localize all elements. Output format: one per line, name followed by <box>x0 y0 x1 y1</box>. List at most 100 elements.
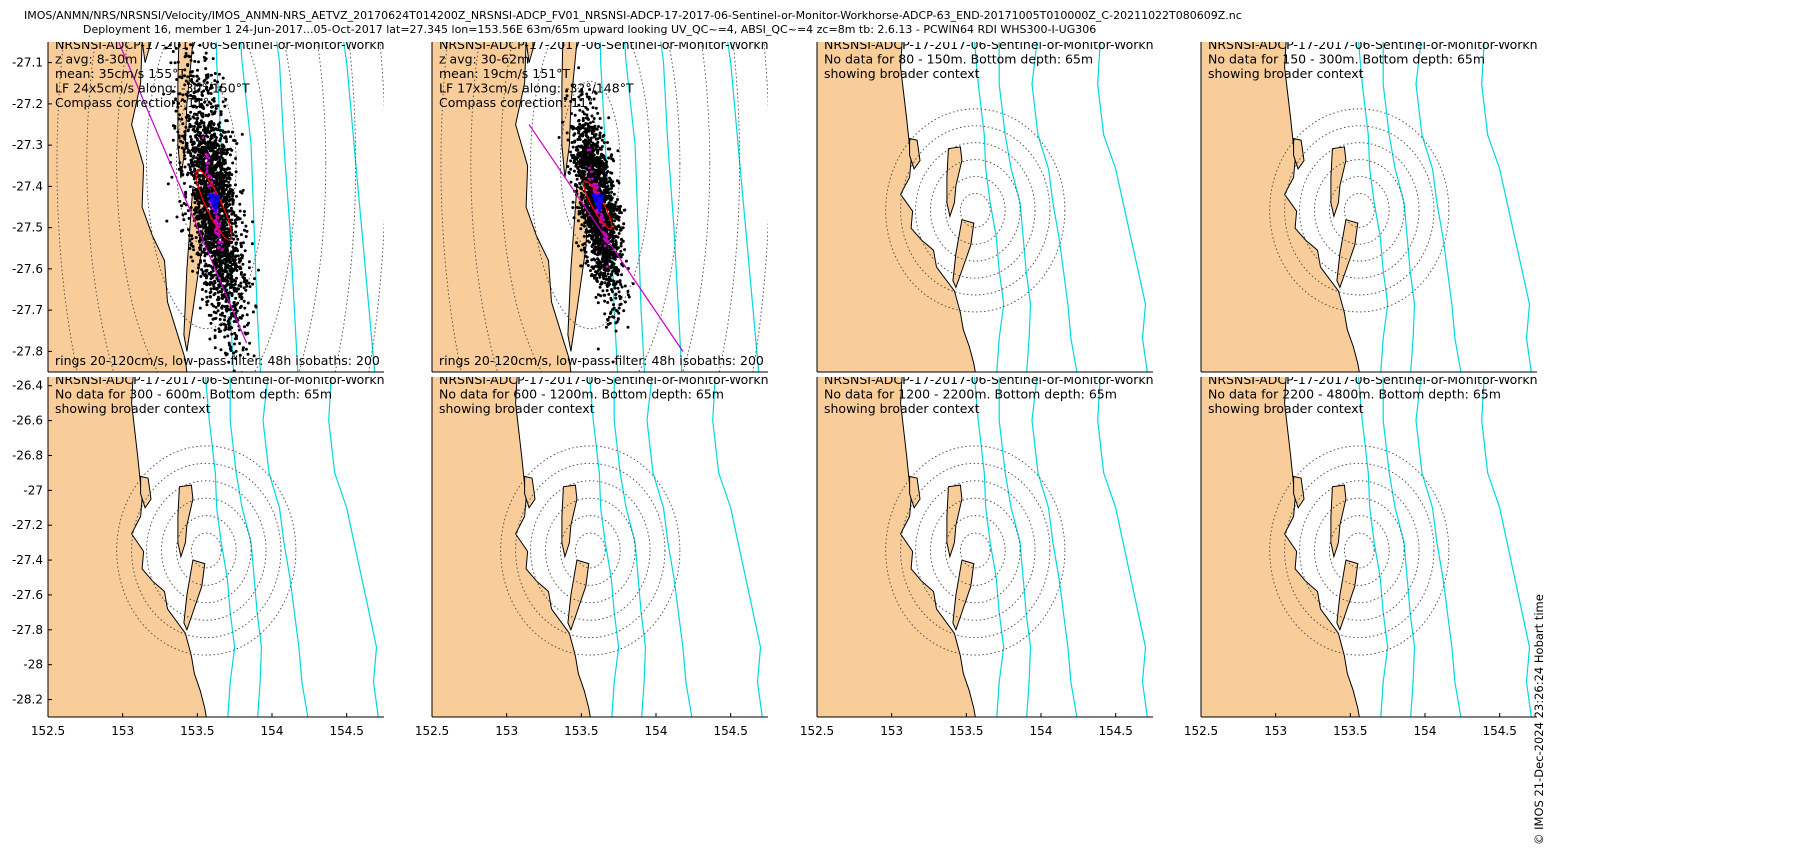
velocity-point <box>594 295 598 299</box>
velocity-point <box>201 18 204 21</box>
velocity-point <box>242 213 246 217</box>
velocity-point <box>177 92 181 96</box>
velocity-point <box>195 105 199 109</box>
velocity-point <box>217 144 221 148</box>
velocity-point <box>230 130 234 134</box>
x-tick-label: 152.5 <box>415 724 449 738</box>
speed-ring <box>944 515 1006 586</box>
velocity-point <box>179 139 183 143</box>
velocity-point <box>591 152 595 156</box>
velocity-point <box>614 296 618 300</box>
velocity-point <box>594 144 598 148</box>
speed-ring <box>574 532 606 569</box>
x-tick-label: 153.5 <box>180 724 214 738</box>
velocity-point <box>604 177 608 181</box>
velocity-point <box>592 266 596 270</box>
velocity-point <box>192 191 196 195</box>
velocity-point <box>244 347 248 351</box>
velocity-point <box>218 267 222 271</box>
velocity-point <box>240 297 244 301</box>
velocity-point <box>604 190 608 194</box>
velocity-point <box>191 156 195 160</box>
velocity-point <box>202 79 206 83</box>
isobath-line <box>1097 377 1148 717</box>
velocity-point <box>210 237 214 241</box>
velocity-point <box>609 310 613 314</box>
lowpass-point <box>217 225 221 229</box>
velocity-point <box>228 254 232 258</box>
velocity-point <box>594 169 598 173</box>
velocity-point <box>220 296 224 300</box>
velocity-point <box>179 167 183 171</box>
velocity-point <box>220 174 223 178</box>
velocity-point <box>601 264 605 268</box>
speed-ring <box>1314 497 1405 604</box>
velocity-point <box>572 133 576 137</box>
velocity-point <box>583 152 587 156</box>
velocity-point <box>596 265 600 269</box>
speed-ring <box>1314 159 1405 262</box>
panel-8: 152.5 153 153.5 154 154.5 NRSNSI-ADCP-17-2017… <box>1184 377 1537 738</box>
velocity-point <box>619 255 623 259</box>
velocity-point <box>174 97 178 101</box>
velocity-point <box>619 244 623 248</box>
velocity-point <box>576 244 580 248</box>
velocity-point <box>610 190 613 194</box>
velocity-point <box>207 230 211 234</box>
velocity-point <box>208 131 212 135</box>
velocity-point <box>614 245 618 249</box>
velocity-point <box>578 173 582 177</box>
velocity-point <box>580 209 584 213</box>
speed-ring <box>1269 445 1450 656</box>
velocity-point <box>593 273 597 277</box>
velocity-point <box>579 93 583 97</box>
annotation-text: Compass correction: 11° <box>55 95 209 110</box>
velocity-point <box>234 349 238 353</box>
velocity-point <box>238 427 241 430</box>
velocity-point <box>199 83 203 87</box>
velocity-point <box>182 202 186 205</box>
isobath-line <box>973 42 1005 372</box>
velocity-point <box>606 272 610 276</box>
velocity-point <box>599 155 603 159</box>
velocity-point <box>203 224 207 228</box>
lowpass-point <box>600 215 604 218</box>
x-tick-label: 153 <box>495 724 518 738</box>
velocity-point <box>200 180 204 184</box>
island-shape <box>524 475 536 509</box>
velocity-point <box>591 120 595 124</box>
velocity-point <box>605 181 609 185</box>
velocity-point <box>213 346 217 350</box>
velocity-point <box>599 260 603 264</box>
velocity-point <box>200 216 204 220</box>
velocity-point <box>585 259 589 263</box>
velocity-point <box>211 112 215 116</box>
velocity-point <box>595 176 599 180</box>
velocity-point <box>209 134 213 138</box>
velocity-point <box>605 160 609 164</box>
velocity-point <box>585 113 589 117</box>
velocity-point <box>594 180 598 184</box>
lowpass-point <box>207 161 211 165</box>
velocity-point <box>595 127 599 131</box>
isobath-line <box>262 377 309 717</box>
velocity-point <box>210 120 214 124</box>
velocity-point <box>578 138 582 141</box>
velocity-point <box>582 246 586 250</box>
velocity-point <box>220 290 223 294</box>
velocity-point <box>572 154 576 157</box>
velocity-point <box>598 242 601 246</box>
velocity-point <box>189 79 193 83</box>
velocity-point <box>597 239 601 243</box>
velocity-point <box>217 156 221 160</box>
velocity-point <box>206 243 210 247</box>
velocity-point <box>190 161 193 165</box>
velocity-point <box>205 300 209 304</box>
velocity-point <box>606 141 609 144</box>
velocity-point <box>578 152 582 156</box>
velocity-point <box>204 126 208 130</box>
velocity-point <box>613 286 617 290</box>
velocity-point <box>196 116 200 120</box>
velocity-point <box>581 119 585 123</box>
velocity-point <box>204 130 208 134</box>
